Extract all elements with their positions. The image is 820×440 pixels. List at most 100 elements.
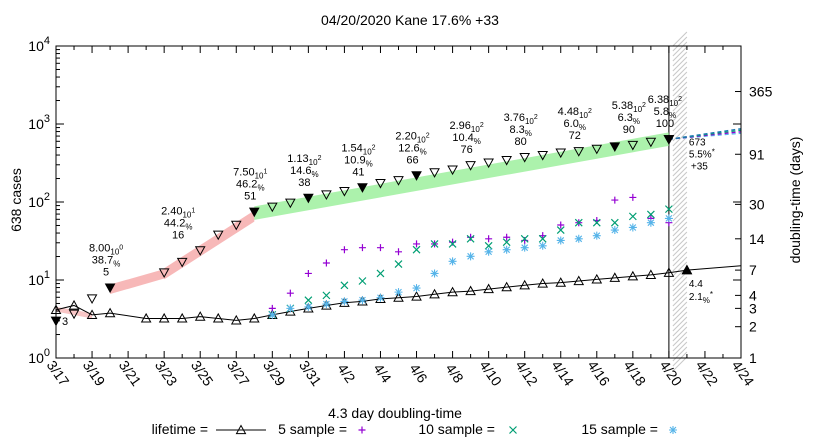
case-marker: [627, 140, 639, 151]
legend: lifetime = 5 sample = 10 sample = 15 sample…: [152, 421, 677, 437]
legend-label: 10 sample =: [418, 421, 495, 437]
point-10-sample: [340, 281, 349, 290]
x-tick-label: 3/27: [224, 357, 253, 389]
annotation-new-cases: 51: [244, 191, 256, 203]
hatch-line: [672, 301, 688, 317]
point-lifetime: [248, 312, 260, 323]
hatch-line: [672, 106, 688, 122]
legend-marker: [669, 426, 677, 434]
hatch-line: [672, 41, 688, 57]
case-marker: [465, 161, 476, 171]
point-10-sample: [538, 234, 547, 243]
x-tick-label: 4/2: [334, 361, 358, 386]
fit-bands: [56, 132, 669, 319]
right-tick-label: 2: [749, 319, 757, 335]
right-tick-label: 91: [749, 146, 765, 162]
hatch-line: [672, 201, 688, 217]
hatch-line: [672, 181, 688, 197]
annotation-percent: 46.2%: [236, 179, 265, 193]
point-lifetime: [357, 295, 368, 306]
annotation-percent: 6.0%: [564, 118, 586, 132]
x-tick-label: 4/8: [443, 361, 467, 386]
point-lifetime: [411, 290, 422, 301]
hatch-line: [672, 231, 688, 247]
point-lifetime: [68, 299, 80, 310]
point-10-sample: [376, 269, 385, 278]
hatch-line: [672, 191, 688, 207]
x-tick-label: 4/22: [693, 357, 722, 389]
doubling-series: [50, 193, 693, 325]
point-10-sample: [646, 210, 655, 219]
hatch-line: [672, 291, 688, 307]
case-marker: [86, 294, 98, 304]
case-marker: [339, 186, 350, 197]
hatch-line: [672, 341, 688, 357]
lifetime-percent: 2.1%*: [689, 290, 713, 305]
case-marker: [483, 158, 494, 169]
point-10-sample: [664, 205, 673, 214]
y-axis-ticks: 100 101 102 103 104: [28, 35, 741, 366]
annotation-new-cases: 72: [569, 130, 581, 142]
case-series: [50, 135, 675, 327]
point-15-sample: [358, 296, 367, 305]
point-lifetime: [483, 283, 494, 294]
right-tick-label: 7: [749, 262, 757, 278]
annotation-new-cases: 80: [515, 136, 527, 148]
hatch-line: [672, 166, 688, 182]
point-15-sample: [592, 231, 601, 240]
point-lifetime: [50, 304, 62, 315]
right-tick-label: 3: [749, 300, 757, 316]
hatch-line: [672, 236, 688, 252]
point-15-sample: [520, 243, 529, 252]
point-10-sample: [358, 277, 367, 285]
point-lifetime: [645, 269, 657, 279]
annotation-value: 4.48102: [558, 106, 592, 120]
x-tick-label: 4/6: [406, 361, 430, 386]
right-tick-label: 1: [749, 350, 757, 366]
point-15-sample: [502, 245, 511, 254]
point-15-sample: [322, 300, 331, 309]
annotation-value: 3.76102: [504, 112, 538, 126]
hatch-line: [672, 61, 688, 77]
x-axis-label: 4.3 day doubling-time: [328, 405, 462, 421]
legend-label: 5 sample =: [278, 421, 347, 437]
right-tick-label: 30: [749, 196, 765, 212]
hatch-line: [672, 116, 688, 132]
case-marker: [645, 137, 657, 148]
hatch-line: [672, 176, 688, 192]
y-axis-label-right: doubling-time (days): [787, 137, 803, 264]
case-marker: [591, 144, 603, 155]
point-lifetime: [429, 288, 440, 299]
annotation-new-cases: 90: [623, 124, 635, 136]
y-tick-label: 103: [28, 113, 50, 132]
point-15-sample: [376, 293, 385, 302]
hatch-line: [672, 126, 688, 142]
y-tick-label: 102: [28, 191, 50, 210]
hatch-line: [672, 271, 688, 287]
point-lifetime: [465, 285, 476, 296]
hatch-line: [672, 356, 688, 372]
case-marker: [429, 168, 440, 178]
case-marker: [284, 198, 296, 209]
point-15-sample: [610, 226, 619, 235]
legend-label: 15 sample =: [581, 421, 658, 437]
hatch-line: [672, 281, 688, 297]
hatch-line: [672, 96, 688, 112]
point-10-sample: [466, 234, 475, 243]
legend-label: lifetime =: [152, 421, 208, 437]
case-marker: [411, 171, 422, 181]
point-5-sample: [467, 233, 475, 241]
point-10-sample: [430, 239, 439, 248]
point-15-sample: [430, 269, 439, 278]
projection-percent: 5.5%*: [689, 147, 715, 160]
annotation-value: 6.38102: [648, 94, 682, 108]
hatch-line: [672, 86, 688, 102]
projection-hatch-area: [673, 46, 687, 358]
x-tick-label: 4/12: [512, 357, 541, 389]
point-5-sample: [322, 259, 330, 267]
hatch-line: [672, 111, 688, 127]
case-marker: [212, 230, 224, 241]
x-tick-label: 3/23: [152, 357, 181, 389]
point-lifetime: [303, 302, 314, 313]
annotation-new-cases: 66: [406, 154, 418, 166]
